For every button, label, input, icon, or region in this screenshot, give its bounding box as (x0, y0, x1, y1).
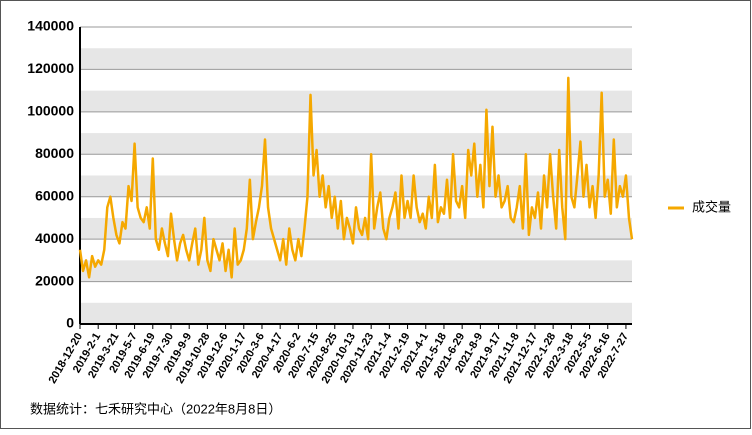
y-tick-label: 80000 (35, 145, 74, 161)
grid-band (80, 133, 632, 155)
grid-band (80, 302, 632, 324)
y-tick-label: 140000 (27, 18, 74, 34)
series-line (78, 76, 634, 279)
grid-band (80, 90, 632, 112)
y-tick-label: 60000 (35, 187, 74, 203)
y-tick-label: 20000 (35, 272, 74, 288)
source-note: 数据统计：七禾研究中心（2022年8月8日） (30, 401, 281, 416)
y-tick-label: 100000 (27, 103, 74, 119)
y-tick-label: 40000 (35, 230, 74, 246)
grid-band (80, 260, 632, 282)
y-tick-label: 0 (66, 315, 74, 331)
y-tick-label: 120000 (27, 60, 74, 76)
grid-band (80, 217, 632, 240)
legend-label: 成交量 (692, 199, 731, 214)
grid-band (80, 48, 632, 70)
